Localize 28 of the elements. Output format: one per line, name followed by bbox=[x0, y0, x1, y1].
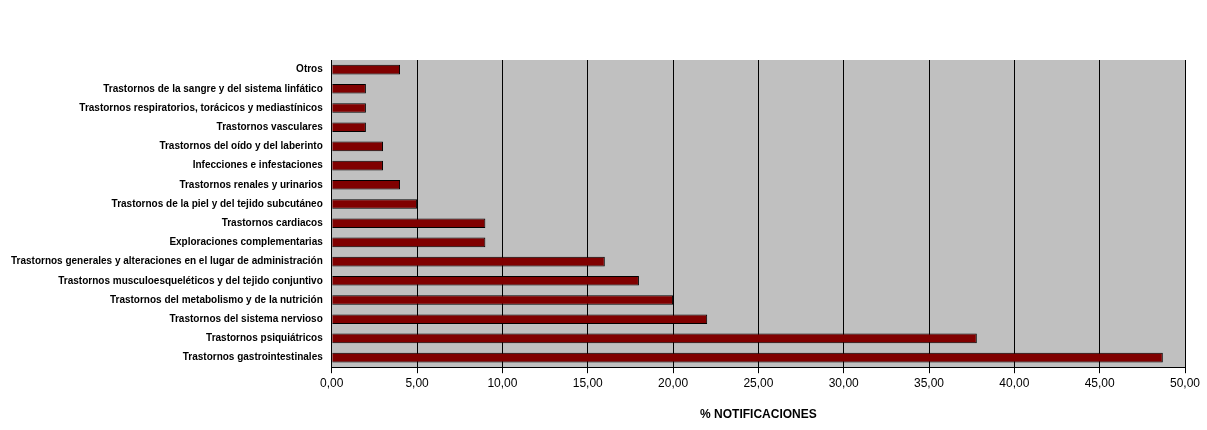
y-tick-label: Trastornos respiratorios, torácicos y mediastínicos bbox=[79, 101, 324, 113]
x-tick-label: 45,00 bbox=[1084, 375, 1116, 390]
x-tick-label: 40,00 bbox=[999, 375, 1030, 390]
y-tick-label: Trastornos musculoesqueléticos y del tejido conjuntivo bbox=[58, 274, 323, 286]
y-tick-label: Exploraciones complementarias bbox=[169, 236, 324, 248]
x-tick-label: 0,00 bbox=[320, 375, 344, 390]
x-tick-label: 20,00 bbox=[658, 375, 689, 390]
x-tick-label: 35,00 bbox=[914, 375, 945, 390]
y-tick-label: Trastornos de la piel y del tejido subcutáneo bbox=[111, 197, 323, 209]
y-tick-label: Trastornos del sistema nervioso bbox=[169, 312, 323, 324]
y-tick-label: Infecciones e infestaciones bbox=[192, 159, 324, 171]
x-tick-label: 30,00 bbox=[828, 375, 860, 390]
y-tick-label: Trastornos del metabolismo y de la nutrición bbox=[109, 293, 323, 305]
y-tick-label: Otros bbox=[296, 63, 324, 75]
y-tick-label: Trastornos renales y urinarios bbox=[179, 178, 324, 190]
x-tick-label: 15,00 bbox=[572, 375, 604, 390]
y-tick-label: Trastornos generales y alteraciones en el lugar de administración bbox=[10, 255, 323, 267]
x-tick-label: 50,00 bbox=[1169, 375, 1201, 390]
x-tick-label: 5,00 bbox=[405, 375, 430, 390]
x-axis-title: % NOTIFICACIONES bbox=[700, 407, 817, 422]
y-tick-label: Trastornos de la sangre y del sistema linfático bbox=[103, 82, 323, 94]
y-tick-label: Trastornos vasculares bbox=[216, 120, 324, 132]
x-tick-label: 25,00 bbox=[743, 375, 774, 390]
x-tick-label: 10,00 bbox=[487, 375, 518, 390]
y-tick-label: Trastornos gastrointestinales bbox=[182, 351, 324, 363]
y-tick-label: Trastornos cardiacos bbox=[221, 216, 324, 228]
y-tick-label: Trastornos psiquiátricos bbox=[206, 332, 324, 344]
y-tick-label: Trastornos del oído y del laberinto bbox=[159, 140, 323, 152]
